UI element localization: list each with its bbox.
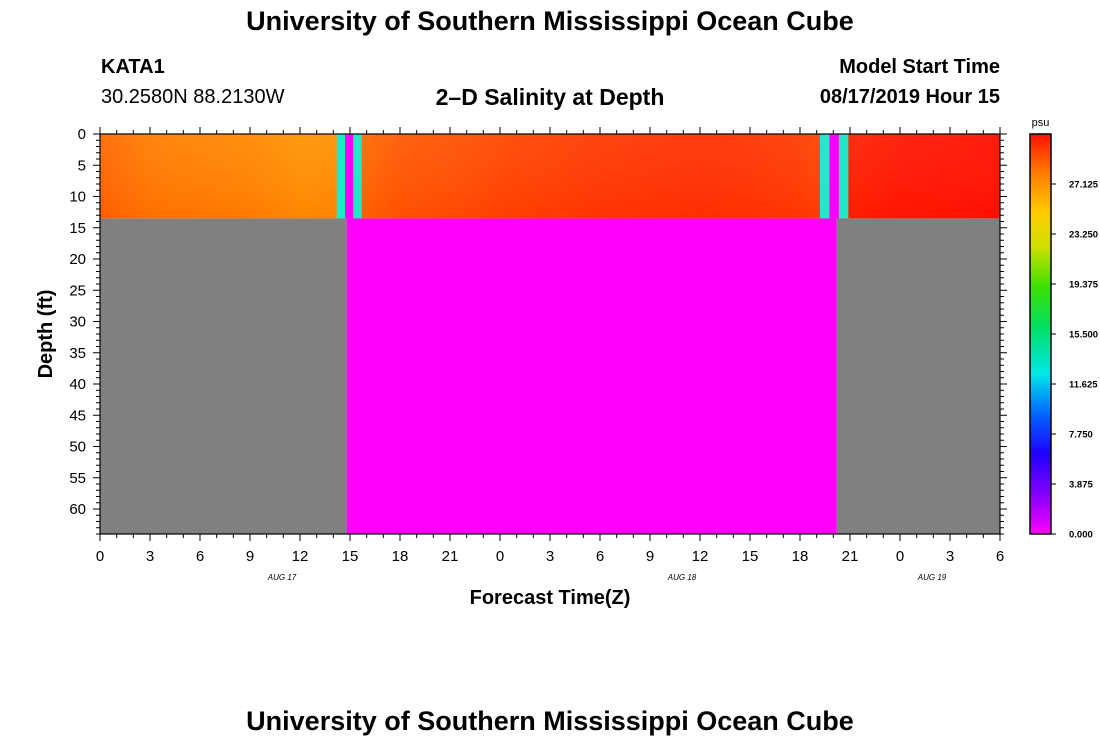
colorbar-tick-label: 27.125 [1069, 180, 1099, 191]
colorbar-tick-label: 0.000 [1069, 530, 1093, 541]
x-tick-label: 15 [742, 548, 759, 565]
colorbar-tick-label: 23.250 [1069, 230, 1098, 241]
land-region-1 [100, 218, 347, 534]
x-tick-label: 0 [96, 548, 104, 565]
date-label: AUG 19 [917, 573, 947, 582]
x-tick-label: 21 [842, 548, 859, 565]
colorbar-tick-label: 3.875 [1069, 480, 1093, 491]
top-title: University of Southern Mississippi Ocean… [246, 6, 854, 36]
colorbar-tick-label: 7.750 [1069, 430, 1093, 441]
colorbar-tick-label: 11.625 [1069, 380, 1098, 391]
y-tick-label: 30 [69, 314, 86, 331]
model-start-label: Model Start Time [839, 56, 1000, 78]
salinity-depth-shading [100, 134, 1000, 219]
y-tick-label: 10 [69, 189, 86, 206]
y-tick-label: 60 [69, 501, 86, 518]
x-tick-label: 6 [196, 548, 204, 565]
plot-title: 2–D Salinity at Depth [435, 84, 665, 110]
land-region-2 [836, 218, 1000, 534]
colorbar-ramp [1029, 133, 1052, 535]
x-axis-label: Forecast Time(Z) [470, 587, 631, 609]
date-label: AUG 18 [667, 573, 697, 582]
x-tick-label: 18 [792, 548, 809, 565]
x-tick-label: 15 [342, 548, 359, 565]
station-id: KATA1 [101, 56, 165, 78]
x-tick-label: 6 [996, 548, 1004, 565]
x-tick-label: 3 [946, 548, 954, 565]
y-tick-label: 55 [69, 470, 86, 487]
data-gap-2 [820, 134, 849, 219]
no-data-region [346, 218, 837, 534]
y-tick-label: 15 [69, 220, 86, 237]
x-tick-label: 18 [392, 548, 409, 565]
x-tick-label: 6 [596, 548, 604, 565]
model-start-value: 08/17/2019 Hour 15 [819, 86, 1000, 108]
data-gap-1 [336, 134, 362, 219]
gap-edge-right [838, 134, 849, 219]
y-tick-label: 35 [69, 345, 86, 362]
colorbar-tick-label: 19.375 [1069, 280, 1099, 291]
x-tick-label: 0 [496, 548, 504, 565]
y-tick-label: 45 [69, 407, 86, 424]
y-tick-label: 40 [69, 376, 86, 393]
x-tick-label: 21 [442, 548, 459, 565]
x-tick-label: 12 [292, 548, 309, 565]
x-tick-label: 9 [646, 548, 654, 565]
gap-edge-left [820, 134, 830, 219]
y-axis-label: Depth (ft) [35, 290, 57, 379]
y-tick-label: 0 [78, 126, 86, 143]
x-tick-label: 3 [146, 548, 154, 565]
station-coordinates: 30.2580N 88.2130W [101, 86, 285, 108]
colorbar-unit: psu [1032, 117, 1050, 129]
gap-center [345, 134, 354, 219]
gap-edge-right [353, 134, 362, 219]
date-label: AUG 17 [267, 573, 297, 582]
x-tick-label: 9 [246, 548, 254, 565]
y-tick-label: 50 [69, 439, 86, 456]
y-tick-label: 20 [69, 251, 86, 268]
x-tick-label: 3 [546, 548, 554, 565]
gap-center [829, 134, 839, 219]
y-tick-label: 5 [78, 157, 86, 174]
colorbar-tick-label: 15.500 [1069, 330, 1098, 341]
bottom-title: University of Southern Mississippi Ocean… [246, 706, 854, 736]
y-tick-label: 25 [69, 282, 86, 299]
gap-edge-left [336, 134, 345, 219]
x-tick-label: 0 [896, 548, 904, 565]
x-tick-label: 12 [692, 548, 709, 565]
